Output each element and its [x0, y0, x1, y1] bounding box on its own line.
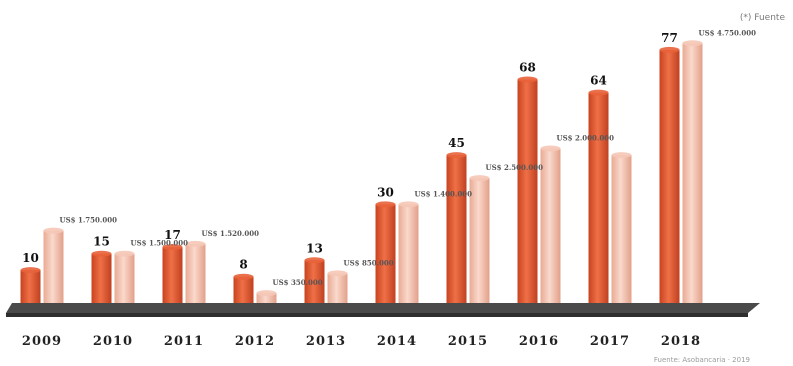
bar-cap-2015-s1	[446, 152, 467, 159]
bar-cap-2016-s1	[517, 76, 538, 83]
bar-cap-2015-s2	[469, 175, 490, 182]
bar-cap-2013-s2	[327, 270, 348, 277]
bar-2010-s1	[91, 253, 112, 303]
value-label-2012: 8	[239, 258, 247, 272]
amount-label-2018: US$ 4.750.000	[699, 28, 757, 37]
value-label-2017: 64	[590, 74, 607, 88]
value-label-2014: 30	[377, 185, 394, 199]
bar-2012-s2	[256, 293, 277, 303]
bar-2014-s1	[375, 204, 396, 303]
source-note: Fuente: Asobancaria · 2019	[654, 356, 750, 364]
amount-label-2012: US$ 350.000	[273, 278, 323, 287]
floor-edge	[6, 313, 748, 317]
bar-2017-s2	[611, 155, 632, 303]
bar-2012-s1	[233, 276, 254, 303]
bar-cap-2009-s2	[43, 227, 64, 234]
bar-2009-s2	[43, 230, 64, 303]
bar-2015-s1	[446, 155, 467, 303]
bar-2011-s1	[162, 247, 183, 303]
amount-label-2011: US$ 1.520.000	[202, 229, 260, 238]
x-tick-2018: 2018	[661, 334, 701, 349]
bar-cap-2017-s2	[611, 152, 632, 159]
bar-2014-s2	[398, 204, 419, 303]
bar-cap-2011-s2	[185, 240, 206, 247]
x-tick-2017: 2017	[590, 334, 630, 349]
bar-cap-2018-s1	[659, 46, 680, 53]
x-tick-2016: 2016	[519, 334, 559, 349]
amount-label-2010: US$ 1.500.000	[131, 239, 189, 248]
bar-cap-2011-s1	[162, 244, 183, 251]
amount-label-2016: US$ 2.000.000	[557, 133, 615, 142]
bar-2018-s2	[682, 43, 703, 303]
chart-floor	[6, 303, 760, 317]
value-label-2015: 45	[448, 136, 465, 150]
amount-label-2013: US$ 850.000	[344, 258, 394, 267]
amount-label-2014: US$ 1.400.000	[415, 189, 473, 198]
bar-cap-2012-s1	[233, 273, 254, 280]
bar-2016-s2	[540, 148, 561, 303]
bar-cap-2014-s2	[398, 201, 419, 208]
bar-cap-2016-s2	[540, 145, 561, 152]
labels-group: 10 US$ 1.750.000 2009 15 US$ 1.500.000 2010 17…	[22, 28, 756, 349]
bar-cap-2017-s1	[588, 89, 609, 96]
bar-2013-s2	[327, 273, 348, 303]
value-label-2016: 68	[519, 60, 536, 74]
x-tick-2012: 2012	[235, 334, 275, 349]
bar-cap-2018-s2	[682, 40, 703, 47]
value-label-2009: 10	[22, 251, 39, 265]
x-tick-2013: 2013	[306, 334, 346, 349]
bar-2015-s2	[469, 178, 490, 303]
bar-2017-s1	[588, 92, 609, 303]
x-tick-2014: 2014	[377, 334, 417, 349]
amount-label-2009: US$ 1.750.000	[60, 216, 118, 225]
floor-top	[6, 303, 760, 313]
bar-cap-2009-s1	[20, 267, 41, 274]
amount-label-2015: US$ 2.500.000	[486, 163, 544, 172]
x-tick-2010: 2010	[93, 334, 133, 349]
value-label-2011: 17	[164, 228, 181, 242]
x-tick-2011: 2011	[164, 334, 204, 349]
x-tick-2009: 2009	[22, 334, 62, 349]
bar-2016-s1	[517, 79, 538, 303]
bar-cap-2010-s1	[91, 250, 112, 257]
value-label-2010: 15	[93, 235, 110, 249]
bar-cap-2010-s2	[114, 250, 135, 257]
bar-2011-s2	[185, 243, 206, 303]
bar-2010-s2	[114, 253, 135, 303]
bar-2013-s1	[304, 260, 325, 303]
bar-cap-2014-s1	[375, 201, 396, 208]
bar-2018-s1	[659, 49, 680, 303]
bar-2009-s1	[20, 270, 41, 303]
bar-cap-2012-s2	[256, 290, 277, 297]
x-tick-2015: 2015	[448, 334, 488, 349]
value-label-2018: 77	[661, 31, 678, 45]
corner-label: (*) Fuente	[740, 13, 786, 23]
bars-group	[20, 40, 703, 303]
bar-cap-2013-s1	[304, 257, 325, 264]
value-label-2013: 13	[306, 241, 323, 255]
